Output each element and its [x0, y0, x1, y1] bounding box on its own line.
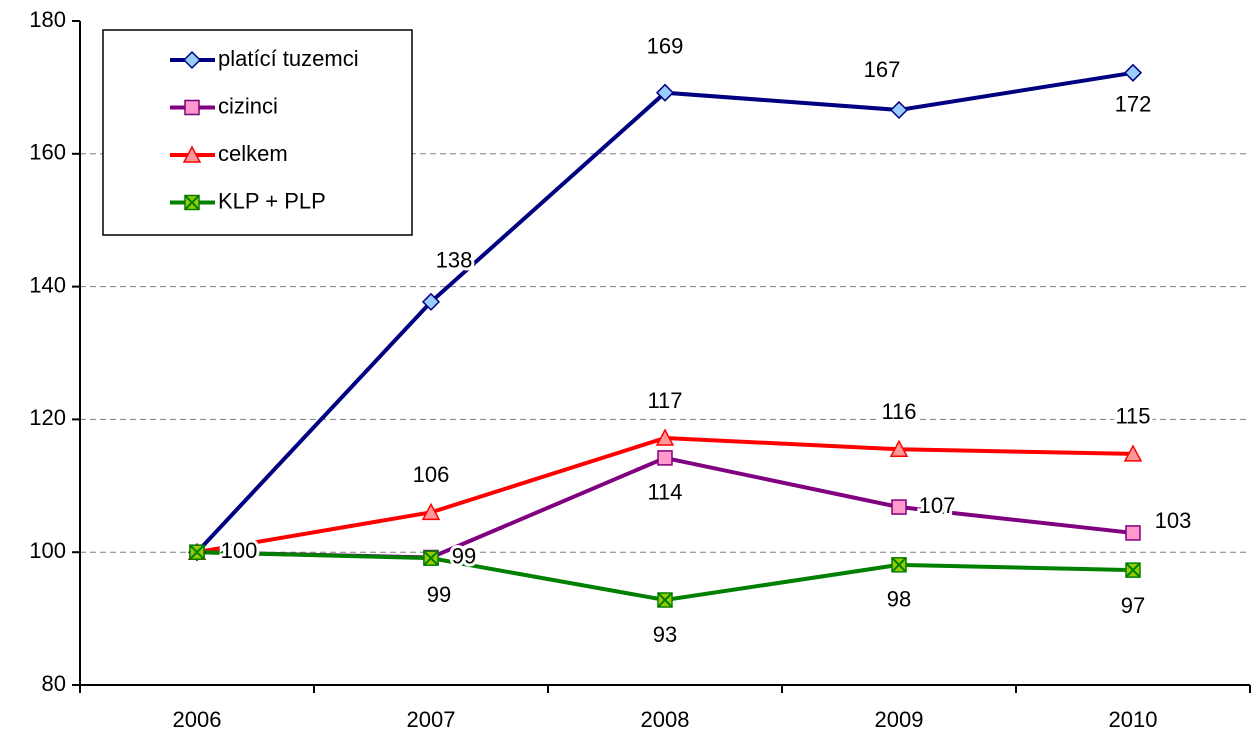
x-tick-label: 2010 — [1109, 707, 1158, 732]
marker-cross — [189, 544, 205, 560]
marker-cross — [891, 557, 907, 573]
marker-box — [1125, 525, 1141, 541]
marker-box — [657, 450, 673, 466]
data-label: 172 — [1115, 92, 1152, 117]
marker-cross — [423, 550, 439, 566]
x-tick-label: 2009 — [875, 707, 924, 732]
legend-label: celkem — [218, 141, 288, 166]
marker-box — [891, 499, 907, 515]
y-tick-label: 160 — [29, 140, 66, 165]
marker — [184, 99, 200, 116]
data-label: 99 — [452, 543, 476, 568]
marker — [421, 502, 441, 521]
x-tick-label: 2008 — [641, 707, 690, 732]
marker — [655, 428, 675, 446]
marker — [891, 557, 907, 573]
data-label: 99 — [427, 582, 451, 607]
marker — [1123, 63, 1143, 82]
data-label: 114 — [647, 480, 682, 505]
data-label: 117 — [647, 388, 682, 413]
y-tick-label: 100 — [29, 538, 66, 563]
marker — [657, 450, 673, 466]
marker-box — [184, 99, 200, 116]
y-tick-label: 180 — [29, 7, 66, 32]
marker-cross — [1125, 562, 1141, 578]
data-label: 98 — [887, 587, 911, 612]
data-label: 93 — [653, 622, 677, 647]
legend: platící tuzemci cizinci celkem KLP + PLP — [102, 29, 413, 236]
data-label: 115 — [1115, 404, 1150, 429]
marker — [657, 592, 673, 608]
marker — [889, 439, 909, 458]
series-line — [196, 455, 1134, 560]
data-label: 169 — [647, 34, 684, 59]
y-tick-label: 120 — [29, 405, 66, 430]
marker — [1125, 562, 1141, 578]
data-label: 107 — [919, 493, 956, 518]
legend-label: KLP + PLP — [218, 188, 326, 213]
data-label: 97 — [1121, 593, 1145, 618]
marker — [891, 499, 907, 515]
legend-box — [102, 29, 413, 236]
marker — [423, 550, 439, 566]
data-label: 103 — [1155, 508, 1192, 533]
data-label: 116 — [881, 399, 916, 424]
legend-label: cizinci — [218, 93, 278, 118]
marker — [1123, 444, 1143, 462]
data-label: 167 — [864, 57, 901, 82]
legend-label: platící tuzemci — [218, 46, 359, 71]
data-label: 138 — [436, 248, 473, 273]
marker — [421, 292, 441, 311]
marker-cross — [657, 592, 673, 608]
marker-cross — [184, 194, 200, 211]
x-tick-label: 2006 — [173, 707, 222, 732]
marker — [1125, 525, 1141, 541]
data-label: 100 — [221, 538, 258, 563]
marker — [655, 83, 675, 102]
x-tick-label: 2007 — [407, 707, 456, 732]
marker — [182, 145, 202, 163]
marker — [889, 100, 909, 120]
marker — [189, 544, 205, 560]
marker — [184, 194, 200, 211]
y-tick-label: 80 — [42, 671, 66, 696]
marker — [182, 50, 202, 70]
data-label: 106 — [413, 462, 450, 487]
y-tick-label: 140 — [29, 272, 66, 297]
